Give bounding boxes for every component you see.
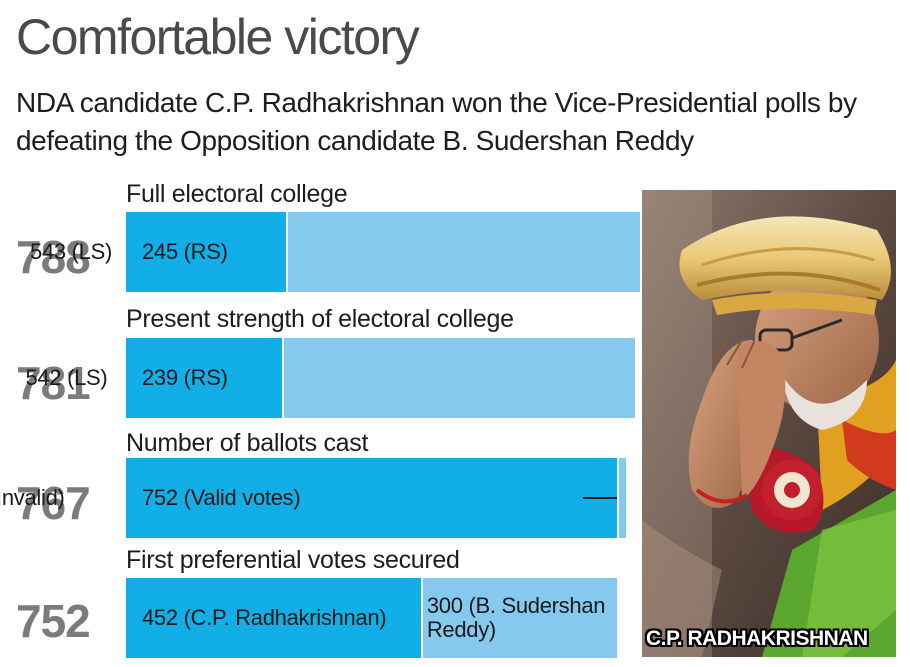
bar-segment bbox=[281, 338, 636, 418]
segment-label: 542 (LS) bbox=[25, 365, 108, 390]
bar-segment bbox=[126, 458, 617, 538]
candidate-photo bbox=[642, 190, 896, 657]
panel-label: First preferential votes secured bbox=[126, 546, 460, 574]
panel-total: 788 bbox=[16, 231, 91, 283]
segment-label: 543 (LS) bbox=[30, 239, 112, 264]
segment-label: 245 (RS) bbox=[142, 239, 228, 264]
bar-segment bbox=[420, 578, 617, 658]
panel-total: 752 bbox=[16, 595, 91, 647]
bar-segment bbox=[126, 578, 421, 658]
segment-label: 752 (Valid votes) bbox=[142, 485, 301, 510]
bar-segment bbox=[126, 338, 282, 418]
segment-label: 239 (RS) bbox=[142, 365, 228, 390]
segment-label: 452 (C.P. Radhakrishnan) bbox=[142, 605, 387, 630]
page-subtitle: NDA candidate C.P. Radhakrishnan won the… bbox=[16, 87, 857, 156]
bar-segment bbox=[616, 458, 627, 538]
photo-caption: C.P. RADHAKRISHNAN bbox=[646, 627, 868, 650]
segment-label: 15 (Invalid) bbox=[0, 485, 65, 510]
segment-label: 300 (B. Sudershan Reddy) bbox=[426, 593, 606, 642]
page-title: Comfortable victory bbox=[16, 9, 420, 65]
panel-total: 781 bbox=[16, 357, 91, 409]
candidate-photo-illustration bbox=[642, 190, 896, 657]
panel-label: Full electoral college bbox=[126, 180, 348, 208]
bar-segment bbox=[126, 212, 286, 292]
panel-total: 767 bbox=[16, 477, 91, 529]
panel-label: Present strength of electoral college bbox=[126, 305, 514, 333]
panel-label: Number of ballots cast bbox=[126, 429, 369, 457]
invalid-leader-line bbox=[582, 497, 617, 499]
bar-segment bbox=[285, 212, 640, 292]
